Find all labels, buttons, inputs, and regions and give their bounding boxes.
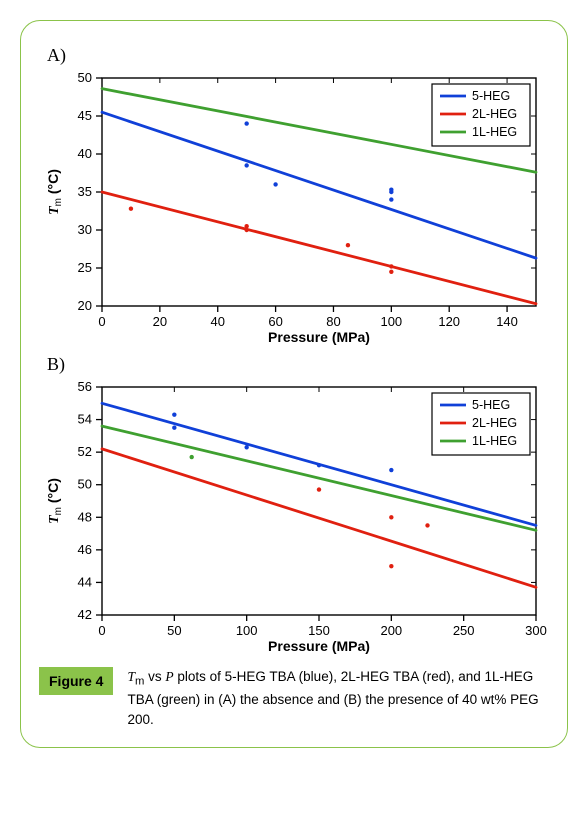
svg-text:42: 42	[78, 607, 92, 622]
svg-text:50: 50	[78, 477, 92, 492]
caption-text: Tm vs P plots of 5-HEG TBA (blue), 2L-HE…	[127, 667, 549, 729]
svg-text:Pressure (MPa): Pressure (MPa)	[268, 638, 370, 654]
svg-text:2L-HEG: 2L-HEG	[472, 107, 517, 121]
svg-text:200: 200	[380, 623, 402, 638]
svg-text:40: 40	[78, 146, 92, 161]
caption-tm: T	[127, 669, 135, 684]
svg-text:48: 48	[78, 509, 92, 524]
caption-row: Figure 4 Tm vs P plots of 5-HEG TBA (blu…	[39, 667, 549, 729]
svg-text:5-HEG: 5-HEG	[472, 398, 510, 412]
svg-text:Tm (°C): Tm (°C)	[45, 169, 64, 215]
svg-text:1L-HEG: 1L-HEG	[472, 434, 517, 448]
svg-text:120: 120	[438, 314, 460, 329]
svg-text:300: 300	[525, 623, 547, 638]
svg-text:100: 100	[380, 314, 402, 329]
svg-text:Pressure (MPa): Pressure (MPa)	[268, 329, 370, 345]
svg-text:50: 50	[78, 70, 92, 85]
svg-text:150: 150	[308, 623, 330, 638]
svg-text:60: 60	[268, 314, 282, 329]
svg-text:30: 30	[78, 222, 92, 237]
figure-badge: Figure 4	[39, 667, 113, 695]
figure-container: A) 0 20 40 60 80 100 120 140 20 25 30 35 40 45 50 Press…	[20, 20, 568, 748]
svg-text:54: 54	[78, 412, 92, 427]
chart-a: 0 20 40 60 80 100 120 140 20 25 30 35 40 45 50 Pressure…	[40, 68, 548, 348]
caption-p: P	[165, 669, 173, 684]
svg-text:250: 250	[453, 623, 475, 638]
panel-a-label: A)	[47, 45, 549, 66]
svg-text:100: 100	[236, 623, 258, 638]
svg-text:140: 140	[496, 314, 518, 329]
chart-a-svg: 0 20 40 60 80 100 120 140 20 25 30 35 40 45 50 Pressure…	[40, 68, 548, 348]
svg-text:20: 20	[78, 298, 92, 313]
svg-text:25: 25	[78, 260, 92, 275]
svg-text:20: 20	[153, 314, 167, 329]
caption-tm-sub: m	[135, 676, 144, 688]
caption-vs: vs	[144, 669, 165, 684]
svg-text:35: 35	[78, 184, 92, 199]
svg-text:40: 40	[210, 314, 224, 329]
caption-rest: plots of 5-HEG TBA (blue), 2L-HEG TBA (r…	[127, 669, 538, 727]
svg-text:52: 52	[78, 444, 92, 459]
panel-b-label: B)	[47, 354, 549, 375]
chart-b-svg: 0 50 100 150 200 250 300 42 44 46 48 50 52 54 56 Pressu…	[40, 377, 548, 657]
svg-text:0: 0	[98, 623, 105, 638]
svg-text:5-HEG: 5-HEG	[472, 89, 510, 103]
svg-text:44: 44	[78, 574, 92, 589]
svg-text:1L-HEG: 1L-HEG	[472, 125, 517, 139]
svg-text:80: 80	[326, 314, 340, 329]
svg-text:50: 50	[167, 623, 181, 638]
svg-text:46: 46	[78, 542, 92, 557]
svg-text:56: 56	[78, 379, 92, 394]
svg-text:Tm (°C): Tm (°C)	[45, 478, 64, 524]
svg-text:45: 45	[78, 108, 92, 123]
chart-b: 0 50 100 150 200 250 300 42 44 46 48 50 52 54 56 Pressu…	[40, 377, 548, 657]
svg-text:0: 0	[98, 314, 105, 329]
svg-text:2L-HEG: 2L-HEG	[472, 416, 517, 430]
